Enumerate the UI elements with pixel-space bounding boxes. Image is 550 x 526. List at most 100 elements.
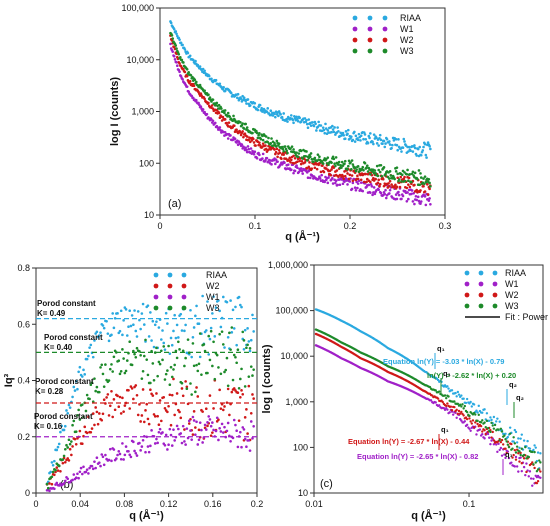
data-point [417, 199, 421, 203]
data-point [351, 179, 355, 183]
data-point [323, 131, 327, 135]
y-tick-label: 10,000 [126, 55, 154, 65]
data-point [175, 32, 178, 36]
data-point [479, 424, 483, 428]
legend-marker [181, 272, 187, 278]
data-point [141, 369, 145, 373]
data-point [495, 420, 498, 423]
fit-equation: ln(Y) = -2.62 * ln(X) + 0.20 [427, 371, 516, 380]
data-point [151, 319, 155, 323]
data-point [98, 390, 101, 394]
data-point [88, 466, 91, 470]
data-point [149, 311, 152, 314]
data-point [499, 446, 503, 450]
data-point [217, 366, 220, 369]
data-point [211, 431, 214, 434]
data-point [203, 349, 207, 353]
data-point [91, 355, 95, 359]
data-point [423, 175, 427, 178]
data-point [519, 437, 522, 440]
data-point [365, 164, 369, 167]
data-point [308, 176, 312, 180]
panel-label: (a) [168, 198, 181, 210]
data-point [121, 333, 124, 337]
data-point [377, 144, 380, 147]
data-point [192, 410, 196, 413]
data-point [422, 177, 425, 180]
data-point [246, 98, 250, 101]
data-point [209, 434, 213, 437]
data-point [207, 334, 211, 338]
data-point [183, 70, 187, 74]
data-point [193, 78, 197, 82]
data-point [274, 145, 278, 148]
data-point [283, 145, 287, 148]
data-point [344, 177, 348, 180]
data-point [513, 448, 517, 452]
data-point [501, 443, 505, 446]
data-point [413, 144, 416, 147]
data-point [507, 445, 511, 449]
data-point [251, 137, 255, 141]
data-point [221, 88, 225, 91]
data-point [384, 188, 387, 192]
data-point [376, 181, 380, 185]
data-point [145, 402, 149, 406]
data-point [388, 143, 392, 146]
data-point [346, 128, 350, 132]
data-point [369, 172, 372, 176]
data-point [115, 457, 118, 460]
data-point [70, 453, 73, 457]
data-point [63, 479, 67, 483]
x-tick-label: 0.08 [116, 499, 134, 509]
data-point [486, 427, 490, 430]
data-point [365, 166, 368, 170]
data-point [207, 415, 211, 418]
data-point [418, 145, 422, 149]
data-point [218, 309, 221, 313]
data-point [514, 430, 518, 434]
data-point [139, 420, 142, 423]
data-point [485, 419, 489, 423]
data-point [179, 416, 183, 420]
y-tick-label: 10 [298, 488, 308, 498]
data-point [533, 450, 536, 454]
panel-label: (c) [320, 478, 333, 490]
data-point [309, 124, 313, 127]
legend-marker [382, 15, 388, 21]
data-point [181, 349, 185, 353]
q-marker: q₁ [443, 369, 451, 378]
data-point [246, 432, 249, 435]
data-point [532, 463, 535, 466]
data-point [85, 468, 89, 471]
data-point [289, 158, 293, 162]
data-point [400, 197, 403, 201]
legend-marker [382, 37, 388, 43]
data-point [99, 331, 102, 334]
data-point [382, 166, 386, 169]
data-point [277, 114, 280, 118]
data-point [415, 198, 418, 202]
data-point [427, 199, 431, 202]
data-point [194, 59, 197, 63]
data-point [142, 354, 146, 358]
data-point [215, 353, 219, 357]
data-point [209, 329, 213, 333]
data-point [496, 450, 499, 454]
data-point [271, 114, 275, 117]
data-point [122, 357, 125, 360]
data-point [57, 464, 61, 468]
data-point [468, 414, 471, 418]
data-point [141, 438, 145, 442]
data-point [185, 427, 189, 430]
data-point [350, 135, 353, 138]
data-point [253, 101, 257, 105]
data-point [185, 68, 189, 71]
data-point [237, 387, 241, 390]
data-point [483, 437, 486, 440]
data-point [67, 403, 71, 407]
data-point [397, 178, 401, 181]
data-point [89, 383, 93, 387]
data-point [359, 181, 363, 184]
data-point [287, 159, 291, 162]
